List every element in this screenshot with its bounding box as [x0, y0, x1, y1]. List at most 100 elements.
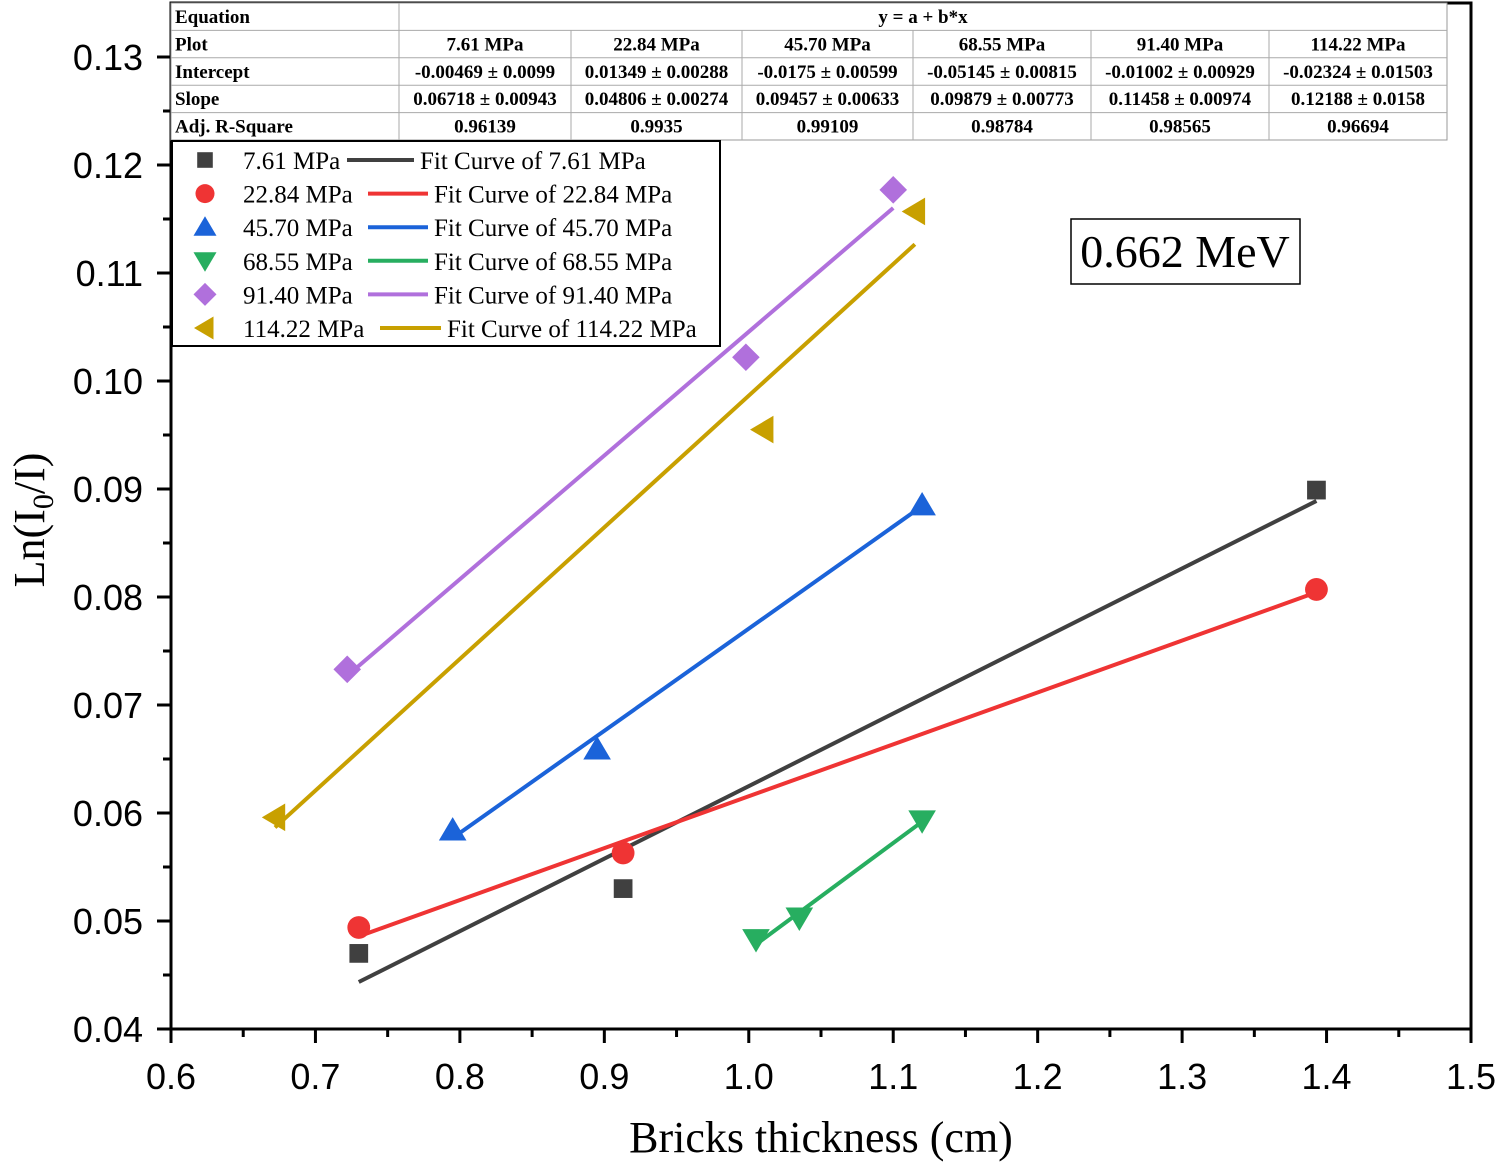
legend-marker [193, 282, 217, 306]
y-tick-label: 0.04 [73, 1009, 143, 1050]
axis-ticks: 0.6 0.7 0.8 0.9 1.0 1.1 1.2 1.3 1.4 1.5 0.04 0.05 0.… [73, 37, 1496, 1097]
fit-line [754, 820, 924, 947]
legend-label: 45.70 MPa [243, 215, 353, 242]
x-tick-label: 1.3 [1157, 1056, 1207, 1097]
legend-fit-label: Fit Curve of 7.61 MPa [420, 148, 646, 175]
fit-table-equation: y = a + b*x [878, 7, 968, 28]
fit-table-row-label: Slope [175, 89, 219, 110]
fit-table-cell: 0.9935 [630, 117, 682, 138]
fit-table-cell: 0.09457 ± 0.00633 [756, 89, 899, 110]
legend-label: 68.55 MPa [243, 249, 353, 276]
fit-table-cell: -0.00469 ± 0.0099 [415, 62, 555, 83]
data-point [583, 736, 611, 760]
x-tick-label: 1.2 [1013, 1056, 1063, 1097]
y-axis-title-subscript: 0 [27, 494, 60, 509]
legend-label: 114.22 MPa [243, 316, 364, 343]
fit-line [273, 242, 917, 829]
legend-marker [193, 252, 217, 272]
data-point [349, 944, 369, 963]
fit-table-cell: 0.12188 ± 0.0158 [1291, 89, 1425, 110]
legend-label: 22.84 MPa [243, 182, 353, 209]
data-point [438, 817, 467, 841]
legend-marker [193, 216, 217, 236]
legend-marker [194, 316, 214, 340]
y-tick-label: 0.11 [76, 253, 143, 294]
fit-table: Equation Plot Intercept Slope Adj. R-Square y… [170, 2, 1448, 141]
fit-table-cell: 0.01349 ± 0.00288 [585, 62, 728, 83]
y-tick-label: 0.12 [73, 145, 143, 186]
data-point [750, 415, 774, 444]
fit-table-cell: 0.99109 [797, 117, 859, 138]
y-axis-title-tail: /I) [5, 453, 54, 495]
fit-table-row-label: Equation [175, 7, 250, 28]
fit-table-cell: 0.09879 ± 0.00773 [930, 89, 1073, 110]
x-tick-label: 1.4 [1302, 1056, 1352, 1097]
x-tick-label: 0.6 [146, 1056, 196, 1097]
data-point [908, 810, 936, 834]
x-tick-label: 1.5 [1446, 1056, 1496, 1097]
x-tick-label: 1.1 [868, 1056, 918, 1097]
y-tick-label: 0.06 [73, 793, 143, 834]
fit-table-cell: -0.01002 ± 0.00929 [1105, 62, 1255, 83]
data-point [1305, 578, 1328, 601]
x-tick-label: 0.7 [290, 1056, 340, 1097]
data-point [901, 197, 926, 226]
fit-table-cell: 0.98784 [971, 117, 1033, 138]
fit-table-row-label: Adj. R-Square [175, 117, 293, 138]
legend-fit-label: Fit Curve of 68.55 MPa [434, 249, 672, 276]
data-point [261, 803, 286, 832]
energy-annotation-label: 0.662 MeV [1080, 226, 1290, 277]
fit-table-cell: 0.96694 [1327, 117, 1389, 138]
y-tick-label: 0.05 [73, 901, 143, 942]
x-axis-title: Bricks thickness (cm) [629, 1113, 1013, 1162]
fit-table-row-label: Plot [175, 34, 208, 55]
energy-annotation-box [1070, 218, 1301, 285]
fit-table-cell: 0.06718 ± 0.00943 [413, 89, 556, 110]
legend-box [171, 140, 721, 347]
data-point [347, 916, 371, 939]
fit-table-cell: 68.55 MPa [959, 34, 1046, 55]
fit-line [451, 504, 924, 840]
fit-table-cell: 0.96139 [454, 117, 516, 138]
fit-table-cell: -0.02324 ± 0.01503 [1283, 62, 1433, 83]
data-point [908, 492, 936, 516]
y-tick-label: 0.10 [73, 361, 143, 402]
fit-line [345, 206, 895, 678]
y-axis-title-main: Ln(I [5, 509, 54, 587]
fit-lines [273, 206, 1318, 984]
data-point [732, 343, 760, 372]
legend: 7.61 MPa Fit Curve of 7.61 MPa 22.84 MPa Fi… [171, 140, 721, 347]
fit-table-cell: 114.22 MPa [1311, 34, 1406, 55]
x-tick-label: 0.8 [435, 1056, 485, 1097]
y-axis-title: Ln(I0/I) [5, 453, 60, 588]
fit-table-cell: 7.61 MPa [446, 34, 524, 55]
fit-table-cell: 22.84 MPa [613, 34, 700, 55]
legend-marker [197, 152, 213, 168]
legend-fit-label: Fit Curve of 91.40 MPa [434, 282, 672, 309]
x-tick-label: 0.9 [579, 1056, 629, 1097]
y-tick-label: 0.08 [73, 577, 143, 618]
legend-fit-label: Fit Curve of 114.22 MPa [447, 316, 697, 343]
fit-table-cell: -0.0175 ± 0.00599 [757, 62, 897, 83]
legend-fit-label: Fit Curve of 22.84 MPa [434, 182, 672, 209]
fit-table-cell: -0.05145 ± 0.00815 [927, 62, 1077, 83]
data-point [879, 176, 908, 204]
y-tick-label: 0.13 [73, 37, 143, 78]
fit-line [357, 499, 1318, 984]
data-point [611, 841, 635, 865]
data-point [1307, 480, 1326, 500]
data-point [333, 655, 362, 684]
fit-table-background [170, 2, 1448, 141]
y-tick-label: 0.07 [73, 685, 143, 726]
legend-fit-label: Fit Curve of 45.70 MPa [434, 215, 672, 242]
legend-marker [195, 184, 215, 204]
data-point [613, 879, 633, 898]
fit-table-row-label: Intercept [175, 62, 250, 83]
fit-table-cell: 45.70 MPa [784, 34, 871, 55]
y-tick-label: 0.09 [73, 469, 143, 510]
fit-line [358, 590, 1318, 939]
fit-table-cell: 0.11458 ± 0.00974 [1109, 89, 1252, 110]
legend-label: 7.61 MPa [243, 148, 340, 175]
fit-table-cell: 0.98565 [1149, 117, 1211, 138]
x-tick-label: 1.0 [724, 1056, 774, 1097]
